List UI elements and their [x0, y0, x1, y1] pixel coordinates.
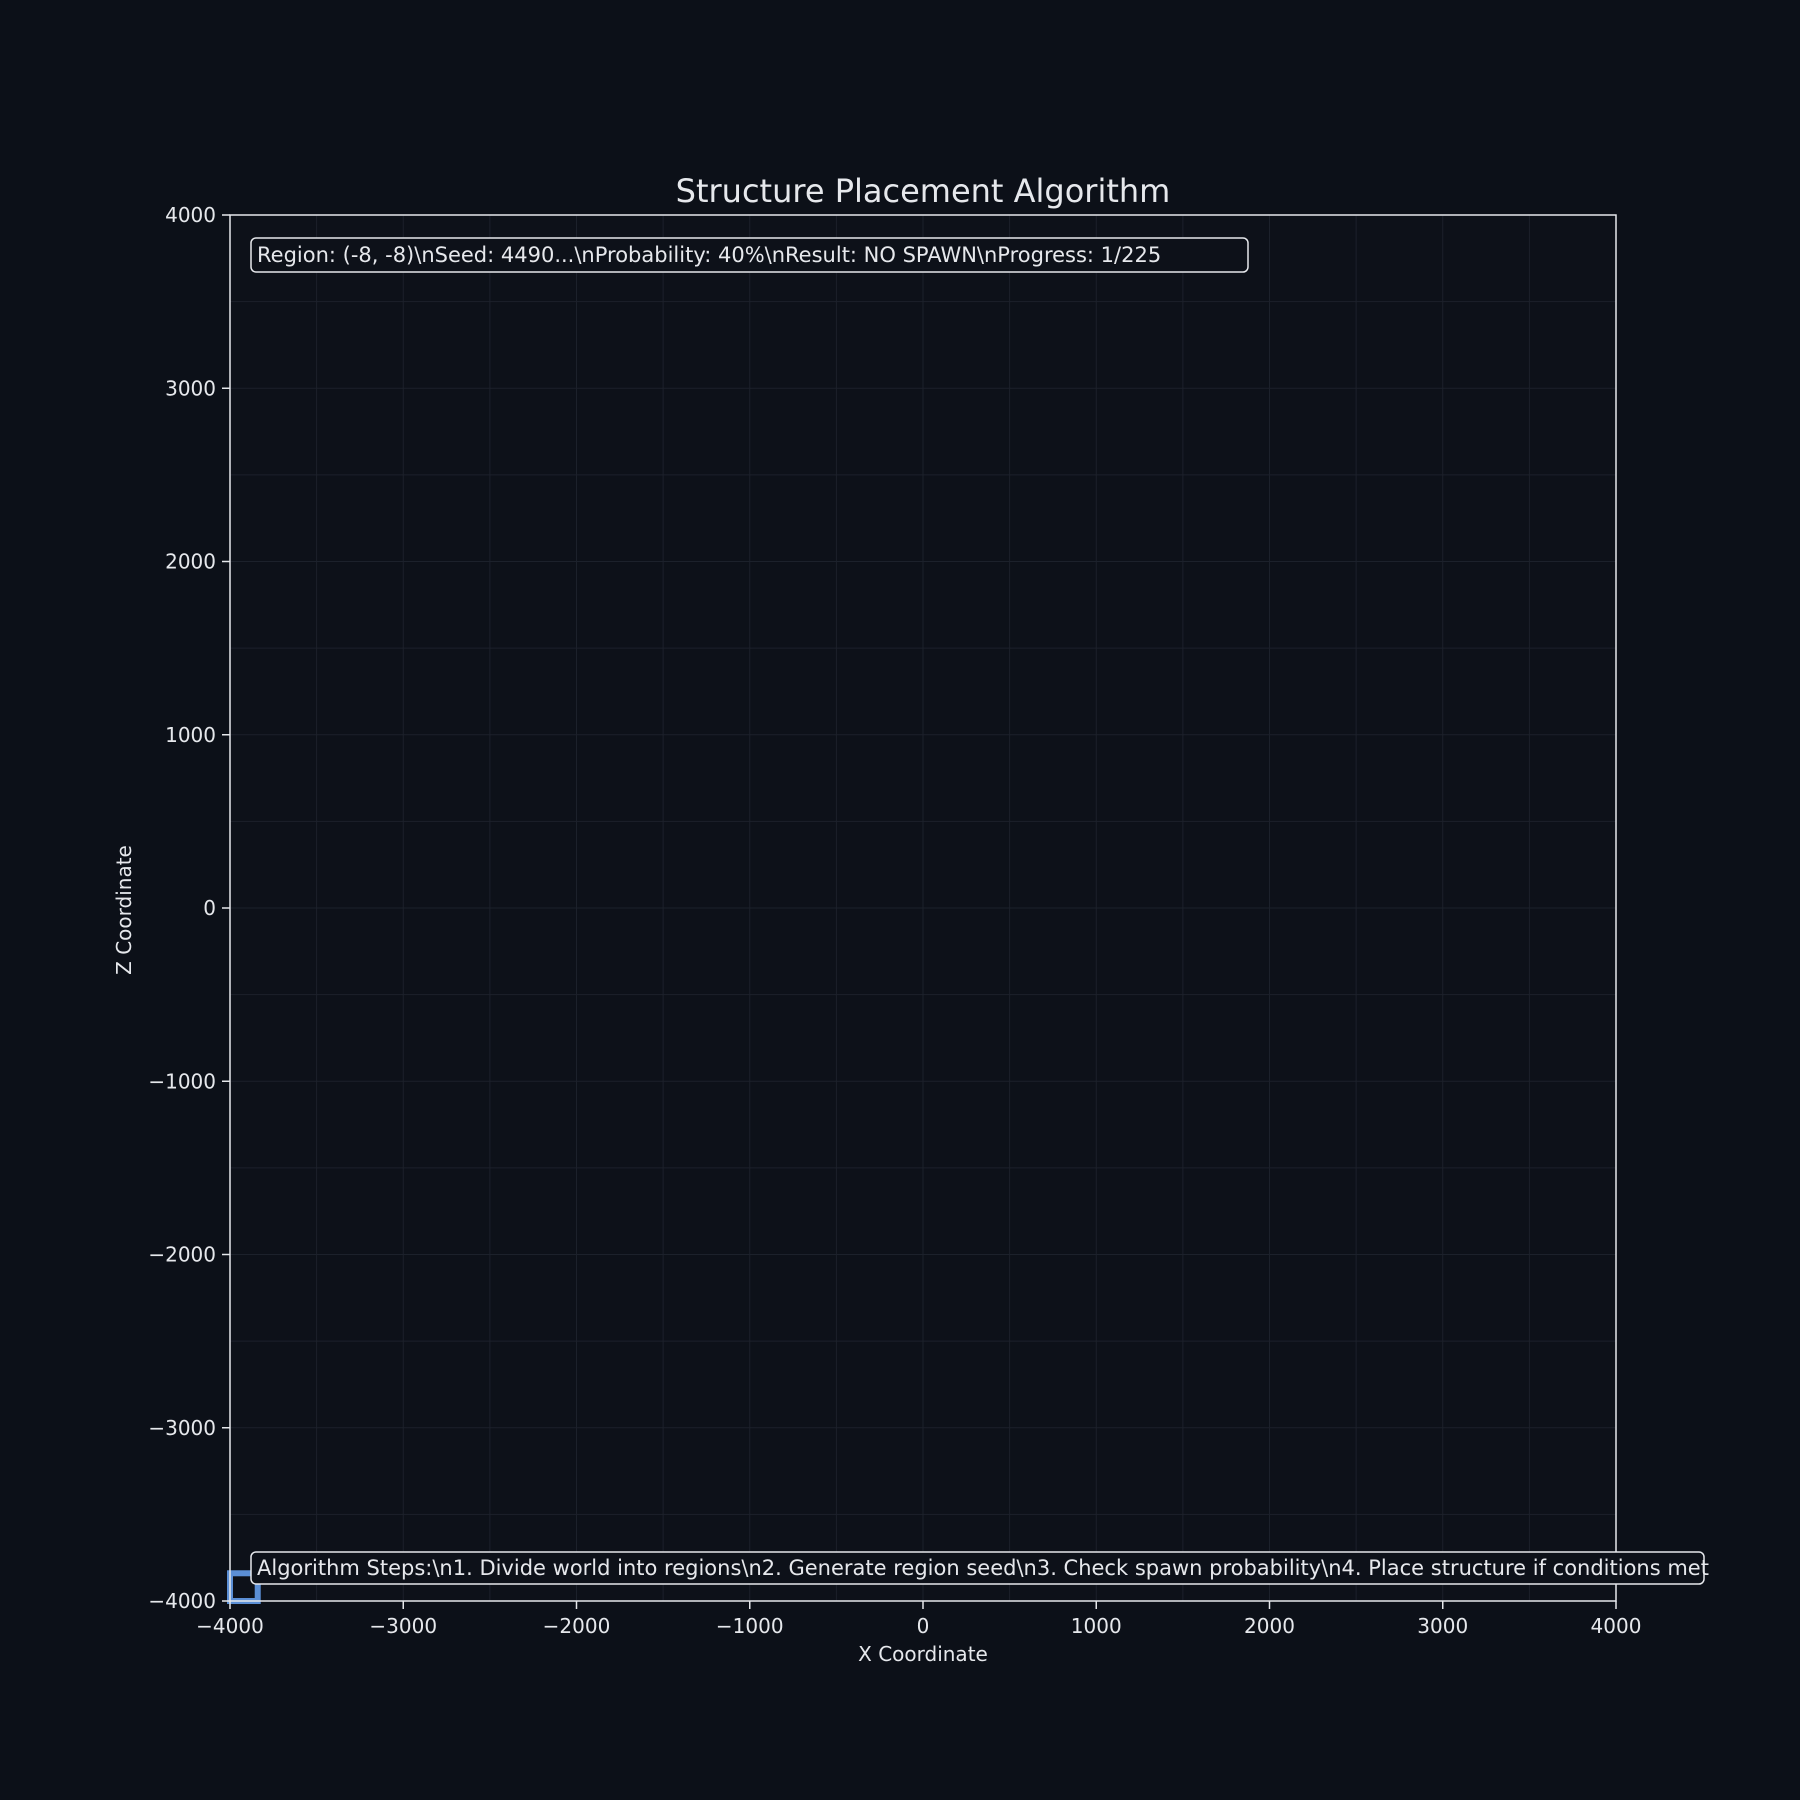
x-tick-label: 4000 [1591, 1614, 1642, 1638]
y-tick-label: 4000 [165, 203, 216, 227]
steps-annotation: Algorithm Steps:\n1. Divide world into r… [250, 1551, 1709, 1585]
x-tick-label: 1000 [1071, 1614, 1122, 1638]
y-tick-label: 1000 [165, 723, 216, 747]
y-axis-label: Z Coordinate [112, 845, 136, 975]
status-annotation-text: Region: (-8, -8)\nSeed: 4490...\nProbabi… [257, 243, 1161, 267]
x-tick-label: −4000 [196, 1614, 264, 1638]
y-tick-label: 3000 [165, 376, 216, 400]
x-tick-label: 0 [917, 1614, 930, 1638]
y-tick-label: 2000 [165, 550, 216, 574]
status-annotation-box [250, 237, 1249, 273]
y-tick-label: 0 [203, 896, 216, 920]
status-annotation: Region: (-8, -8)\nSeed: 4490...\nProbabi… [250, 237, 1249, 273]
x-tick-label: −2000 [543, 1614, 611, 1638]
y-tick-label: −4000 [148, 1589, 216, 1613]
y-axis-ticks: −4000 −3000 −2000 −1000 0 1000 2000 3000 4000 [148, 203, 230, 1613]
x-axis-label: X Coordinate [858, 1642, 988, 1666]
x-tick-label: 3000 [1417, 1614, 1468, 1638]
steps-annotation-box [250, 1551, 1705, 1585]
x-tick-label: 2000 [1244, 1614, 1295, 1638]
chart-title: Structure Placement Algorithm [676, 172, 1171, 210]
y-tick-label: −1000 [148, 1069, 216, 1093]
x-tick-label: −1000 [716, 1614, 784, 1638]
y-tick-label: −2000 [148, 1243, 216, 1267]
x-tick-label: −3000 [369, 1614, 437, 1638]
y-tick-label: −3000 [148, 1416, 216, 1440]
x-axis-ticks: −4000 −3000 −2000 −1000 0 1000 2000 3000 4000 [196, 1601, 1641, 1638]
steps-annotation-text: Algorithm Steps:\n1. Divide world into r… [257, 1556, 1709, 1580]
